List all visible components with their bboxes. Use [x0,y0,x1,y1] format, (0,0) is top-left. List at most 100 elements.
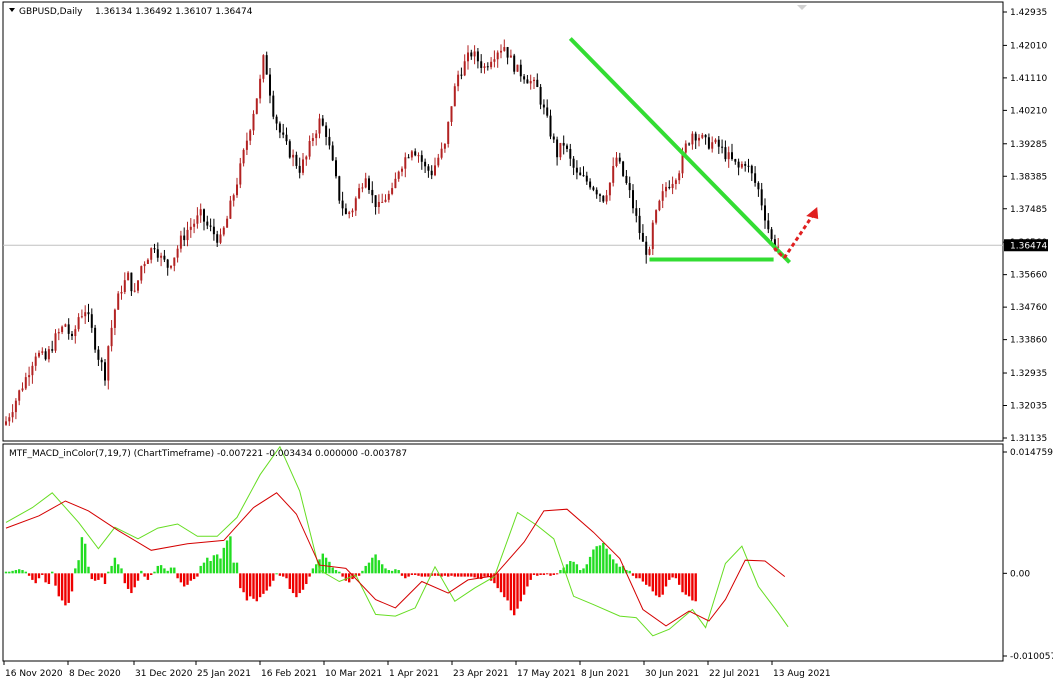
candle-body[interactable] [427,166,430,171]
candle-body[interactable] [605,195,608,202]
candle-body[interactable] [760,189,763,206]
candle-body[interactable] [476,51,479,62]
candle-body[interactable] [721,146,724,148]
candle-body[interactable] [186,229,189,241]
candle-body[interactable] [674,180,677,184]
candle-body[interactable] [559,142,562,158]
candle-body[interactable] [589,181,592,188]
candle-body[interactable] [384,199,387,202]
candle-body[interactable] [74,329,77,337]
candle-body[interactable] [645,241,648,255]
candle-body[interactable] [295,154,298,166]
candle-body[interactable] [229,200,232,219]
candle-body[interactable] [420,155,423,162]
candle-body[interactable] [245,140,248,150]
candle-body[interactable] [11,412,14,418]
candle-body[interactable] [737,161,740,168]
candle-body[interactable] [707,137,710,149]
candle-body[interactable] [282,132,285,135]
candle-body[interactable] [160,255,163,258]
candle-body[interactable] [265,55,268,75]
candle-body[interactable] [358,188,361,199]
candle-body[interactable] [773,239,776,248]
candle-body[interactable] [133,290,136,292]
candle-body[interactable] [206,221,209,226]
candle-body[interactable] [523,76,526,80]
candle-body[interactable] [315,133,318,139]
candle-body[interactable] [671,183,674,189]
candle-body[interactable] [443,143,446,149]
candle-body[interactable] [655,210,658,223]
candle-body[interactable] [209,225,212,227]
candle-body[interactable] [701,134,704,138]
candle-body[interactable] [143,263,146,267]
candle-body[interactable] [183,235,186,241]
candle-body[interactable] [764,205,766,221]
candle-body[interactable] [196,215,199,224]
candle-body[interactable] [651,222,654,250]
candle-body[interactable] [219,234,222,243]
candle-body[interactable] [569,148,572,159]
candle-body[interactable] [453,86,456,107]
candle-body[interactable] [34,356,37,366]
candle-body[interactable] [31,365,34,376]
candle-body[interactable] [374,195,377,208]
candle-body[interactable] [5,421,7,425]
candle-body[interactable] [288,141,291,158]
candle-body[interactable] [104,362,106,381]
candle-body[interactable] [592,187,595,190]
candle-body[interactable] [486,66,489,68]
candle-body[interactable] [632,190,634,209]
candle-body[interactable] [618,157,621,162]
candle-body[interactable] [391,188,394,194]
candle-body[interactable] [437,157,440,166]
candle-body[interactable] [424,161,427,167]
candle-body[interactable] [8,417,11,422]
candle-body[interactable] [351,210,354,213]
candle-body[interactable] [575,167,578,173]
symbol-menu[interactable]: GBPUSD,Daily [9,7,83,17]
candle-body[interactable] [608,182,611,196]
candle-body[interactable] [51,349,54,351]
candle-body[interactable] [410,151,413,158]
candle-body[interactable] [744,164,747,166]
candle-body[interactable] [562,142,565,146]
candle-body[interactable] [239,163,242,185]
candle-body[interactable] [513,55,516,72]
candle-body[interactable] [80,316,83,318]
candle-body[interactable] [361,187,364,189]
candle-body[interactable] [199,209,202,216]
candle-body[interactable] [269,74,271,96]
candle-body[interactable] [750,165,753,174]
candle-body[interactable] [216,234,219,243]
candle-body[interactable] [28,375,31,378]
candle-body[interactable] [595,189,598,195]
candle-body[interactable] [242,149,245,164]
candle-body[interactable] [140,266,143,281]
candle-body[interactable] [401,168,403,172]
candle-body[interactable] [57,332,60,334]
candle-body[interactable] [87,312,90,315]
candle-body[interactable] [387,193,390,200]
candle-body[interactable] [179,235,182,249]
candle-body[interactable] [470,52,473,57]
candle-body[interactable] [473,51,476,57]
candle-body[interactable] [14,400,17,413]
candle-body[interactable] [348,212,351,214]
candle-body[interactable] [430,170,433,176]
candle-body[interactable] [203,209,205,222]
candle-body[interactable] [483,66,486,68]
candle-body[interactable] [212,226,215,235]
candle-body[interactable] [533,79,535,82]
candle-body[interactable] [665,186,667,192]
candle-body[interactable] [661,191,664,201]
candle-body[interactable] [602,195,605,202]
candle-body[interactable] [318,118,321,134]
candle-body[interactable] [123,280,126,293]
candle-body[interactable] [734,159,737,162]
candle-body[interactable] [704,134,707,138]
candle-body[interactable] [678,173,681,181]
candle-body[interactable] [770,229,773,240]
